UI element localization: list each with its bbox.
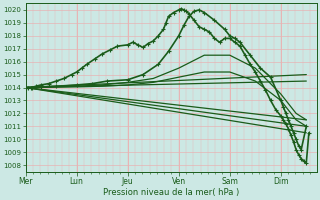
X-axis label: Pression niveau de la mer( hPa ): Pression niveau de la mer( hPa )	[103, 188, 239, 197]
